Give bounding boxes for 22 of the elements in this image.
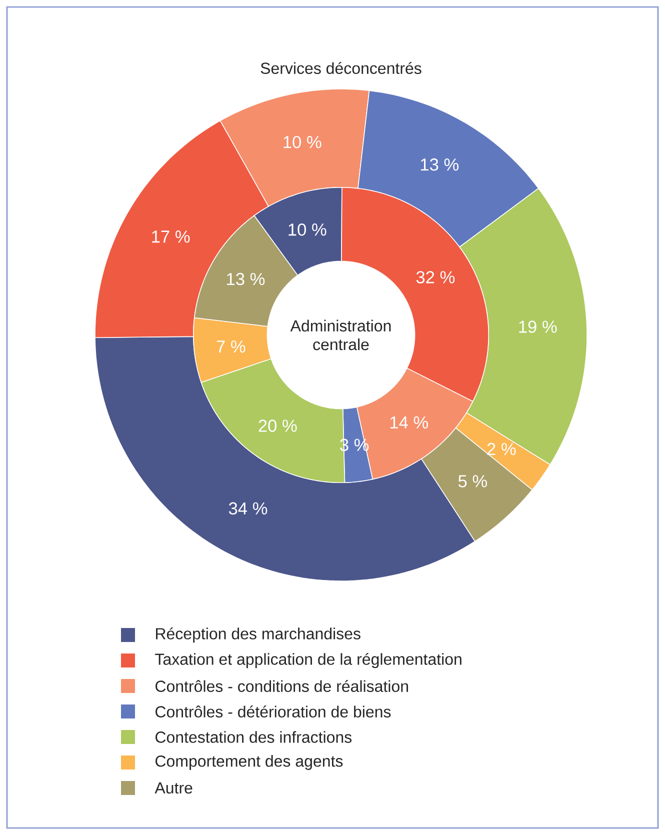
data-label: 34 %	[228, 502, 268, 515]
data-label: 19 %	[519, 320, 557, 333]
legend-label: Autre	[154, 782, 192, 794]
data-label: 14 %	[390, 416, 428, 429]
data-label: 5 %	[458, 475, 487, 488]
slice-label: Administration centrale	[290, 320, 391, 350]
legend-label: Contestation des infractions	[156, 731, 352, 743]
data-label: 13 %	[227, 272, 265, 286]
legend-label: Taxation et application de la réglementation	[155, 652, 462, 668]
slice-label: Services déconcentrés	[260, 62, 422, 74]
data-label: 20 %	[258, 420, 297, 432]
legend-label: Contrôles - détérioration de biens	[156, 706, 391, 718]
data-label: 17 %	[152, 230, 190, 243]
data-label: 32 %	[416, 271, 455, 284]
data-label: 13 %	[420, 158, 459, 171]
data-label: 2 %	[487, 442, 516, 456]
data-label: 10 %	[288, 223, 326, 236]
legend-label: Comportement des agents	[156, 755, 343, 770]
legend-label: Contrôles - conditions de réalisation	[156, 680, 408, 692]
data-label: 7 %	[216, 340, 246, 353]
legend-label: Réception des marchandises	[156, 627, 360, 643]
data-label: 10 %	[284, 136, 322, 148]
